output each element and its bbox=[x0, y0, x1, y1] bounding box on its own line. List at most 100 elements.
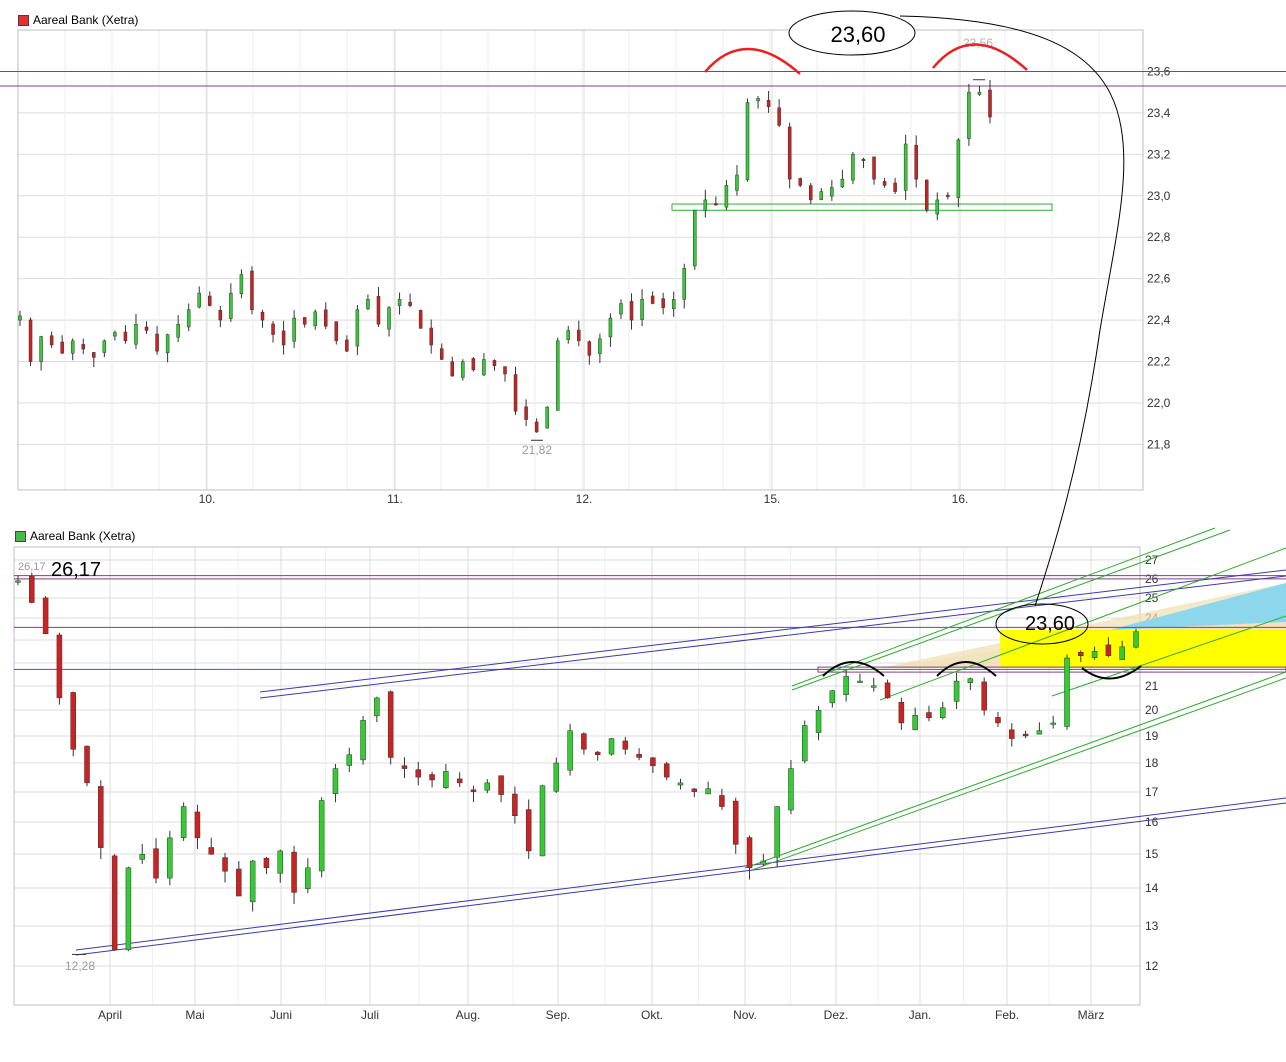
top-right-shoulder-arc bbox=[932, 43, 1028, 71]
top-candle bbox=[977, 91, 982, 95]
bottom-y-tick-label: 15 bbox=[1145, 847, 1159, 861]
top-candle bbox=[777, 107, 781, 126]
bottom-callout-label: 23,60 bbox=[1025, 613, 1075, 635]
bottom-candle bbox=[719, 795, 725, 807]
top-y-tick-label: 21,8 bbox=[1147, 437, 1171, 451]
bottom-candle bbox=[125, 867, 132, 951]
top-x-tick-label: 16. bbox=[952, 492, 969, 506]
yearly-chart: 27262524232221201918171615141312AprilMai… bbox=[13, 527, 1286, 1022]
top-x-tick-label: 12. bbox=[576, 492, 593, 506]
bottom-candle bbox=[470, 789, 477, 792]
top-y-tick-label: 22,4 bbox=[1147, 313, 1171, 327]
bottom-arc-cup bbox=[1081, 665, 1142, 680]
bottom-y-tick-label: 12 bbox=[1145, 959, 1159, 973]
top-candle bbox=[967, 91, 971, 139]
bottom-candle bbox=[291, 851, 297, 893]
top-legend-swatch bbox=[18, 14, 29, 26]
bottom-candle bbox=[539, 785, 546, 857]
bottom-candle bbox=[995, 717, 1001, 724]
top-candle bbox=[450, 361, 455, 377]
bottom-candle bbox=[401, 765, 408, 769]
top-y-tick-label: 22,6 bbox=[1147, 272, 1171, 286]
top-candle bbox=[418, 310, 423, 329]
top-high-label: 23,56 bbox=[963, 36, 993, 50]
bottom-blue-zone bbox=[1110, 583, 1286, 630]
top-candle bbox=[70, 340, 75, 354]
bottom-candle bbox=[84, 745, 90, 784]
bottom-candle bbox=[829, 690, 836, 704]
top-candle bbox=[176, 323, 180, 338]
bottom-candle bbox=[456, 778, 463, 784]
bottom-candle bbox=[263, 857, 270, 869]
top-candle bbox=[313, 311, 317, 326]
top-candle bbox=[250, 270, 254, 310]
top-candle bbox=[903, 143, 908, 191]
bottom-x-tick-label: Feb. bbox=[995, 1008, 1019, 1022]
bottom-candle bbox=[594, 751, 601, 755]
top-candle bbox=[186, 309, 191, 328]
bottom-candle bbox=[167, 837, 173, 879]
bottom-high-label-small: 26,17 bbox=[18, 561, 46, 573]
top-callout-ellipse bbox=[788, 10, 916, 56]
bottom-blue-channel-line bbox=[75, 802, 1286, 956]
top-chart-legend: Aareal Bank (Xetra) bbox=[18, 13, 138, 27]
bottom-candle bbox=[691, 788, 698, 792]
top-candle bbox=[239, 274, 244, 295]
top-candle bbox=[397, 299, 402, 306]
bottom-x-tick-label: Aug. bbox=[456, 1008, 481, 1022]
callout-connector-curve bbox=[899, 15, 1125, 607]
bottom-legend-label: Aareal Bank (Xetra) bbox=[30, 529, 136, 543]
top-callout-label: 23,60 bbox=[830, 22, 885, 47]
bottom-green-channel-line bbox=[879, 547, 1286, 701]
bottom-candle bbox=[305, 867, 311, 889]
top-candle bbox=[471, 358, 476, 371]
top-candle bbox=[408, 301, 412, 306]
top-candle bbox=[229, 292, 233, 319]
bottom-candle bbox=[525, 809, 532, 852]
bottom-candle bbox=[98, 786, 104, 848]
top-candle bbox=[513, 374, 518, 412]
top-candle bbox=[345, 339, 349, 352]
top-candle bbox=[292, 317, 296, 342]
bottom-candle bbox=[898, 702, 905, 724]
bottom-blue-channel-line bbox=[259, 569, 1286, 693]
bottom-candle bbox=[622, 740, 629, 750]
top-x-tick-label: 11. bbox=[387, 492, 403, 506]
bottom-y-tick-label: 21 bbox=[1145, 679, 1159, 693]
top-candle bbox=[324, 309, 328, 327]
top-candle bbox=[524, 406, 528, 420]
bottom-candle bbox=[484, 782, 491, 791]
top-candle bbox=[208, 295, 212, 306]
top-candle bbox=[144, 326, 149, 331]
bottom-candle bbox=[415, 769, 422, 778]
bottom-candle bbox=[1133, 631, 1139, 648]
bottom-candle bbox=[15, 580, 21, 583]
top-candle bbox=[18, 315, 22, 321]
bottom-candle bbox=[871, 685, 877, 688]
bottom-arc-first-top bbox=[822, 661, 885, 677]
bottom-candle bbox=[56, 634, 63, 699]
bottom-candle bbox=[208, 847, 214, 855]
bottom-callout-ellipse bbox=[995, 603, 1089, 645]
top-candle bbox=[587, 341, 592, 356]
bottom-candle bbox=[567, 730, 573, 771]
bottom-green-channel-line bbox=[744, 671, 1286, 869]
bottom-chart-legend: Aareal Bank (Xetra) bbox=[15, 529, 135, 543]
bottom-y-tick-label: 13 bbox=[1145, 919, 1159, 933]
top-candle bbox=[134, 323, 138, 345]
top-candle bbox=[566, 330, 571, 341]
bottom-candle bbox=[42, 597, 49, 635]
top-candle bbox=[650, 295, 655, 304]
bottom-candle bbox=[663, 763, 670, 778]
bottom-candle bbox=[374, 697, 380, 717]
bottom-candle bbox=[912, 715, 918, 731]
top-candle bbox=[745, 102, 750, 181]
top-candle bbox=[81, 344, 86, 350]
bottom-tan-zone-upper bbox=[880, 583, 1286, 668]
bottom-x-tick-label: Juli bbox=[361, 1008, 379, 1022]
intraday-chart: 23,623,423,223,022,822,622,422,222,021,8… bbox=[0, 10, 1286, 506]
top-candle bbox=[861, 158, 866, 161]
top-candle bbox=[197, 292, 201, 308]
bottom-candle bbox=[857, 680, 863, 683]
top-low-label: 21,82 bbox=[522, 443, 552, 457]
